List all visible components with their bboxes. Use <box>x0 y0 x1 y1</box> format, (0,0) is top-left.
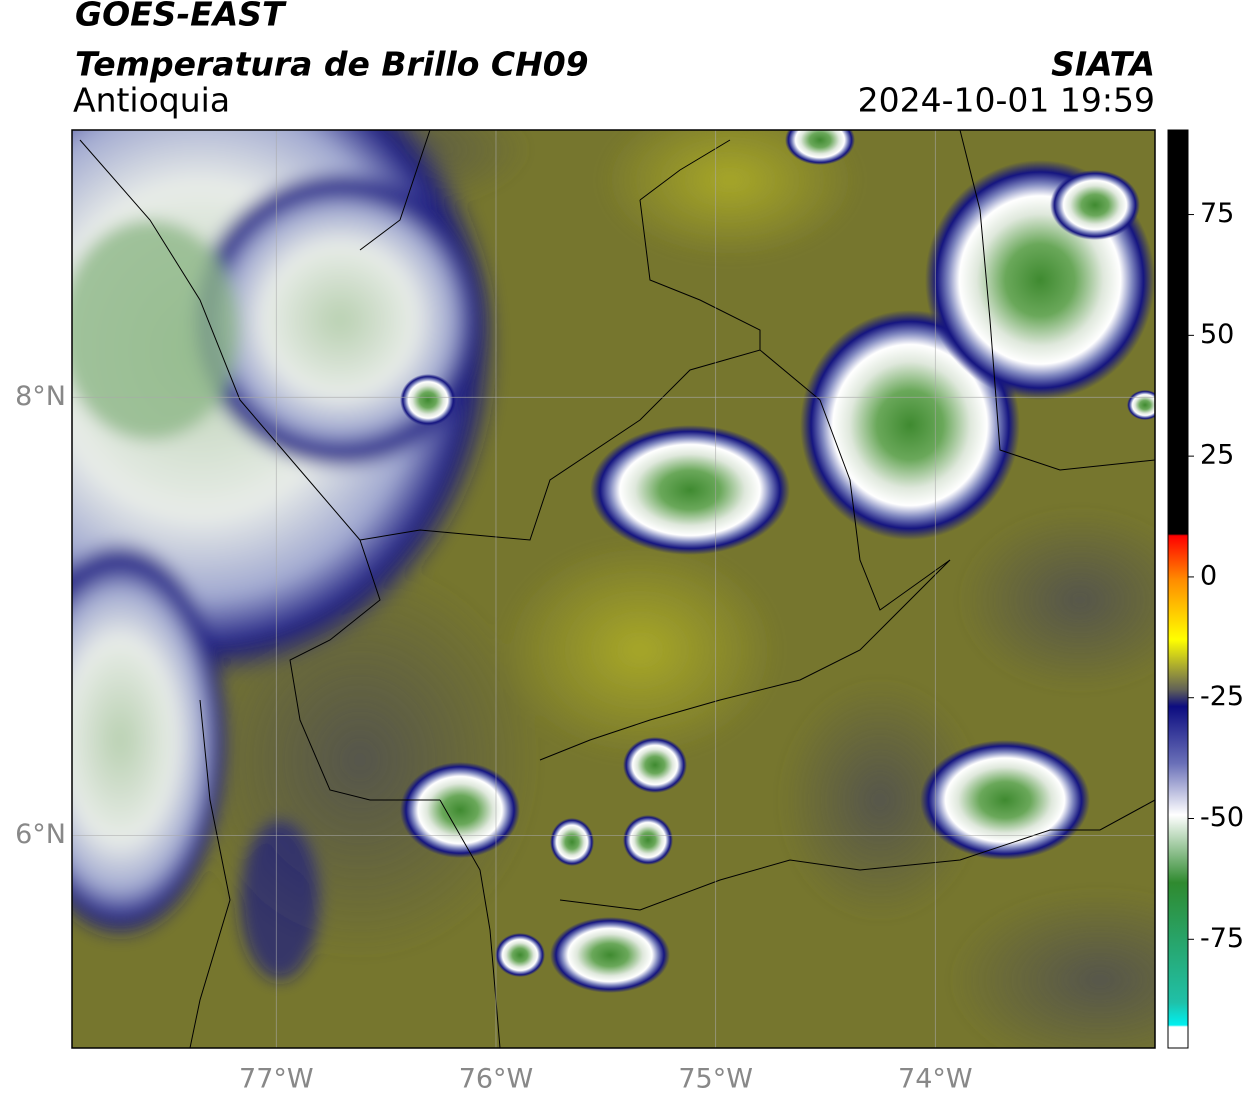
satellite-image <box>72 130 1155 1048</box>
map-frame <box>71 129 1156 1049</box>
colorbar-tick-label: -50 <box>1200 802 1244 833</box>
x-tick-label: 77°W <box>239 1064 314 1095</box>
datetime: 2024-10-01 19:59 <box>858 81 1155 120</box>
y-tick-label: 8°N <box>15 381 66 412</box>
x-tick-label: 74°W <box>898 1064 973 1095</box>
subtitle: Temperatura de Brillo CH09 <box>75 45 589 84</box>
colorbar-tick-label: 25 <box>1200 440 1234 471</box>
x-tick-label: 76°W <box>459 1064 534 1095</box>
colorbar-tick-label: 75 <box>1200 198 1234 229</box>
colorbar-tick-label: 50 <box>1200 319 1234 350</box>
title: GOES-EAST <box>75 0 287 34</box>
source: SIATA <box>1051 45 1155 84</box>
colorbar <box>1167 129 1189 1049</box>
region: Antioquia <box>73 81 230 120</box>
colorbar-tick-label: 0 <box>1200 560 1217 591</box>
colorbar-tick-label: -25 <box>1200 681 1244 712</box>
boundaries <box>79 130 1155 1048</box>
colorbar-tick-label: -75 <box>1200 923 1244 954</box>
x-tick-label: 75°W <box>678 1064 753 1095</box>
y-tick-label: 6°N <box>15 819 66 850</box>
